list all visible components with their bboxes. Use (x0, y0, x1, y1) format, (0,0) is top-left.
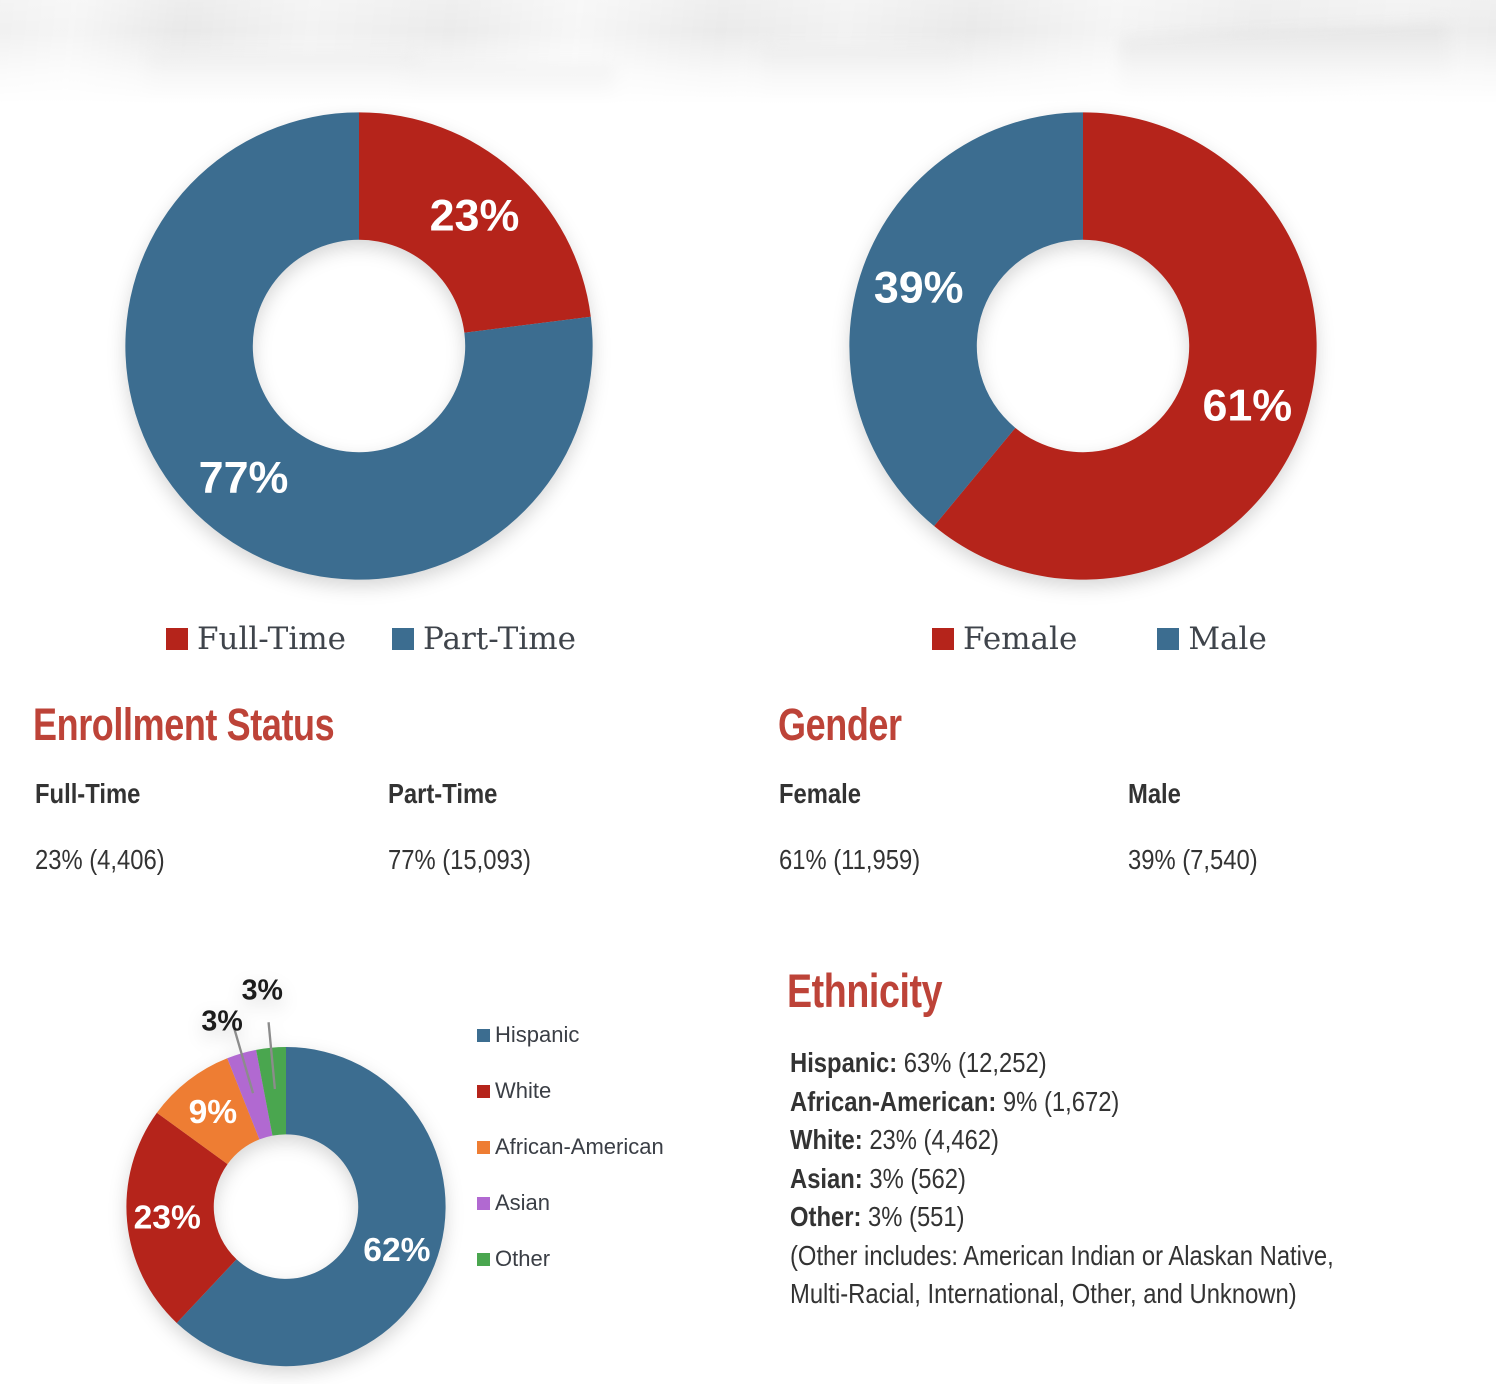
ethnicity-line-other: Other: 3% (551) (790, 1198, 1385, 1237)
female-swatch (932, 628, 954, 650)
slice-hispanic (176, 1047, 446, 1367)
banner-fade (0, 0, 1496, 104)
legend-item-other: Other (477, 1231, 664, 1287)
male-value: 39% (7,540) (1128, 844, 1258, 875)
legend-label-part-time: Part-Time (423, 621, 576, 657)
slice-african-american (156, 1058, 260, 1165)
slice-male (849, 112, 1083, 527)
ethnicity-line-hispanic: Hispanic: 63% (12,252) (790, 1044, 1385, 1083)
slice-percent-label: 3% (242, 975, 283, 1007)
slice-part-time (125, 112, 593, 580)
slice-percent-label: 3% (201, 1006, 242, 1038)
hispanic-value: 63% (12,252) (897, 1047, 1047, 1078)
full-time-label: Full-Time (35, 778, 141, 809)
male-stat: Male 39% (7,540) (1128, 779, 1258, 875)
label-leader-line (267, 1022, 277, 1090)
legend-label-male: Male (1188, 621, 1267, 657)
legend-label-african-american: African-American (495, 1134, 664, 1159)
african-american-swatch (477, 1140, 490, 1154)
slice-percent-label: 23% (430, 190, 520, 241)
slice-percent-label: 23% (134, 1199, 201, 1236)
slice-female (934, 112, 1317, 580)
legend-item-full-time: Full-Time (166, 621, 346, 657)
slice-white (126, 1112, 237, 1323)
white-swatch (477, 1084, 490, 1098)
legend-item-african-american: African-American (477, 1119, 664, 1175)
male-label: Male (1128, 778, 1181, 809)
hispanic-swatch (477, 1028, 490, 1042)
part-time-stat: Part-Time 77% (15,093) (388, 779, 531, 875)
ethnicity-line-white: White: 23% (4,462) (790, 1121, 1385, 1160)
other-label: Other: (790, 1201, 862, 1232)
part-time-label: Part-Time (388, 778, 498, 809)
legend-label-female: Female (963, 621, 1078, 657)
full-time-stat: Full-Time 23% (4,406) (35, 779, 165, 875)
legend-item-hispanic: Hispanic (477, 1007, 664, 1063)
slice-percent-label: 39% (874, 261, 964, 312)
gender-legend: Female Male (932, 621, 1267, 657)
gender-heading: Gender (778, 699, 902, 750)
white-value: 23% (4,462) (862, 1124, 999, 1155)
label-leader-line (233, 1028, 255, 1094)
ethnicity-legend: Hispanic White African-American Asian Ot… (477, 1007, 664, 1287)
male-swatch (1157, 628, 1180, 650)
slice-percent-label: 9% (189, 1094, 238, 1131)
other-value: 3% (551) (861, 1201, 965, 1232)
hispanic-label: Hispanic: (790, 1047, 898, 1078)
full-time-swatch (166, 628, 188, 650)
female-value: 61% (11,959) (779, 844, 921, 875)
part-time-value: 77% (15,093) (388, 844, 531, 875)
ethnicity-heading: Ethnicity (787, 964, 943, 1017)
legend-label-full-time: Full-Time (197, 621, 347, 657)
gender-donut-chart: 61% 39% (847, 110, 1319, 582)
slice-other (256, 1047, 286, 1136)
full-time-value: 23% (4,406) (35, 844, 165, 875)
legend-item-white: White (477, 1063, 664, 1119)
african-american-label: African-American: (790, 1085, 997, 1117)
slice-full-time (359, 112, 591, 333)
asian-value: 3% (562) (862, 1162, 966, 1194)
slice-percent-label: 62% (363, 1232, 430, 1269)
asian-swatch (477, 1196, 490, 1210)
legend-item-part-time: Part-Time (392, 621, 576, 657)
ethnicity-donut-chart: 62% 23% 9% 3% 3% (118, 968, 454, 1378)
asian-label: Asian: (790, 1162, 863, 1194)
ethnicity-line-asian: Asian: 3% (562) (790, 1160, 1385, 1199)
enrollment-legend: Full-Time Part-Time (166, 621, 576, 657)
ethnicity-note: (Other includes: American Indian or Alas… (790, 1239, 1334, 1310)
legend-label-hispanic: Hispanic (495, 1022, 580, 1047)
legend-label-white: White (495, 1078, 552, 1103)
enrollment-status-donut-chart: 23% 77% (123, 110, 595, 582)
part-time-swatch (392, 628, 415, 650)
legend-label-asian: Asian (495, 1190, 551, 1215)
campus-photo-banner (0, 0, 1496, 104)
ethnicity-line-african-american: African-American: 9% (1,672) (790, 1083, 1385, 1122)
slice-asian (227, 1049, 273, 1140)
african-american-value: 9% (1,672) (996, 1085, 1120, 1117)
female-stat: Female 61% (11,959) (779, 779, 920, 875)
legend-item-female: Female (932, 621, 1077, 657)
slice-percent-label: 61% (1202, 380, 1292, 431)
legend-item-male: Male (1157, 621, 1267, 657)
ethnicity-stats-list: Hispanic: 63% (12,252) African-American:… (790, 1044, 1385, 1314)
enrollment-status-heading: Enrollment Status (33, 699, 335, 750)
legend-label-other: Other (495, 1246, 551, 1271)
white-label: White: (790, 1124, 863, 1155)
legend-item-asian: Asian (477, 1175, 664, 1231)
slice-percent-label: 77% (199, 451, 289, 502)
female-label: Female (779, 778, 862, 809)
other-swatch (477, 1252, 490, 1266)
